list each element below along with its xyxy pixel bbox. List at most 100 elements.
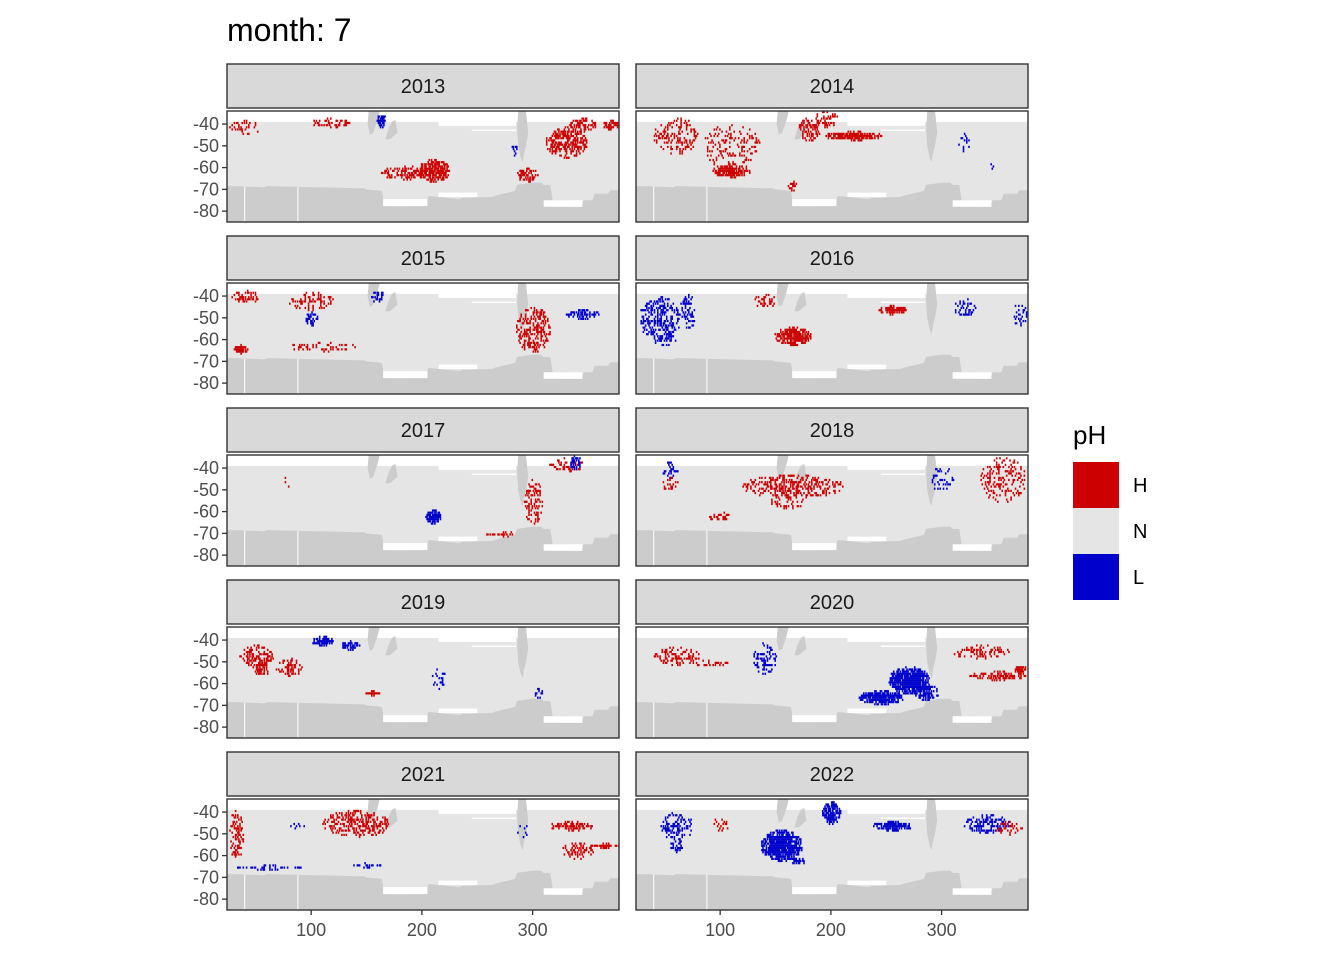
ph-cell [439,176,442,179]
ph-cell [245,121,248,125]
ph-cell [959,300,961,303]
ph-cell [798,330,801,334]
ph-cell [321,300,323,303]
ph-cell [947,470,949,473]
ph-cell [242,298,245,301]
ph-cell [256,655,259,658]
ph-cell [690,659,692,662]
ph-cell [993,674,996,678]
ph-cell [936,690,938,693]
ph-cell [246,659,249,662]
ph-cell [581,117,583,120]
ph-cell [888,701,891,704]
ph-cell [572,143,575,146]
ph-cell [419,176,422,179]
ph-cell [292,670,294,673]
ph-cell [523,330,526,334]
ph-cell [1010,489,1012,492]
ph-cell [829,121,832,125]
ph-cell [970,674,972,678]
ph-cell [294,666,297,669]
ph-cell [648,330,650,334]
ph-cell [560,143,562,146]
ph-cell [430,522,433,525]
ph-cell [332,346,334,349]
ph-cell [1002,677,1005,680]
ph-cell [582,143,585,146]
ph-cell [571,457,573,460]
ph-cell [232,851,235,854]
ph-cell [580,141,582,144]
ph-cell [863,137,865,140]
ph-cell [441,679,444,682]
ph-cell [742,126,744,129]
ph-cell [650,304,652,307]
ph-cell [670,141,672,144]
ph-cell [999,646,1001,649]
ph-cell [446,163,448,166]
ph-cell [825,478,827,482]
ph-cell [689,326,691,329]
ph-cell [558,130,560,133]
ph-cell [664,470,667,473]
ph-cell [785,505,788,508]
ph-cell [877,134,879,138]
ph-cell [528,492,530,495]
ph-cell [655,306,658,310]
ph-cell [680,141,682,144]
ph-cell [605,121,608,125]
ph-cell [721,130,723,133]
ph-cell [772,653,774,656]
ph-cell [431,171,434,175]
ph-cell [817,121,820,125]
ph-cell [234,822,237,826]
ph-cell [670,315,672,318]
ph-cell [808,485,811,488]
ph-cell [579,141,581,144]
ph-cell [558,143,560,146]
ph-cell [805,124,807,127]
ph-cell [714,171,717,175]
ph-cell [573,465,576,469]
ph-cell [352,648,354,651]
ph-cell [765,293,768,297]
ph-cell [671,126,673,129]
ph-cell [330,296,332,299]
ph-cell [260,653,262,656]
ph-cell [964,309,967,312]
ph-cell [717,169,720,172]
ph-cell [856,137,858,140]
ph-cell [774,478,776,482]
ph-cell [426,518,428,521]
ph-cell [786,494,789,497]
ph-cell [584,119,587,122]
ph-cell [785,333,788,336]
ph-cell [531,494,534,497]
ph-cell [814,128,816,131]
ph-cell [440,174,443,177]
ph-cell [264,653,267,656]
ph-cell [926,681,928,684]
ph-cell [255,655,258,658]
ph-cell [253,657,256,660]
ph-cell [529,343,531,347]
ph-cell [788,489,791,492]
ph-cell [698,657,700,660]
ph-cell [909,672,912,675]
ph-cell [265,666,268,669]
ph-cell [237,831,239,834]
ph-cell [437,167,439,170]
ph-cell [315,637,318,641]
ph-cell [786,330,789,334]
ph-cell [916,687,918,691]
ph-cell [1014,487,1017,490]
ph-cell [721,169,723,172]
ph-cell [999,487,1001,490]
ph-cell [918,694,920,697]
ph-cell [711,518,713,521]
ph-cell [854,134,856,138]
ph-cell [922,681,925,684]
ph-cell [691,657,693,660]
ph-cell [336,829,339,832]
ph-cell [245,655,248,658]
